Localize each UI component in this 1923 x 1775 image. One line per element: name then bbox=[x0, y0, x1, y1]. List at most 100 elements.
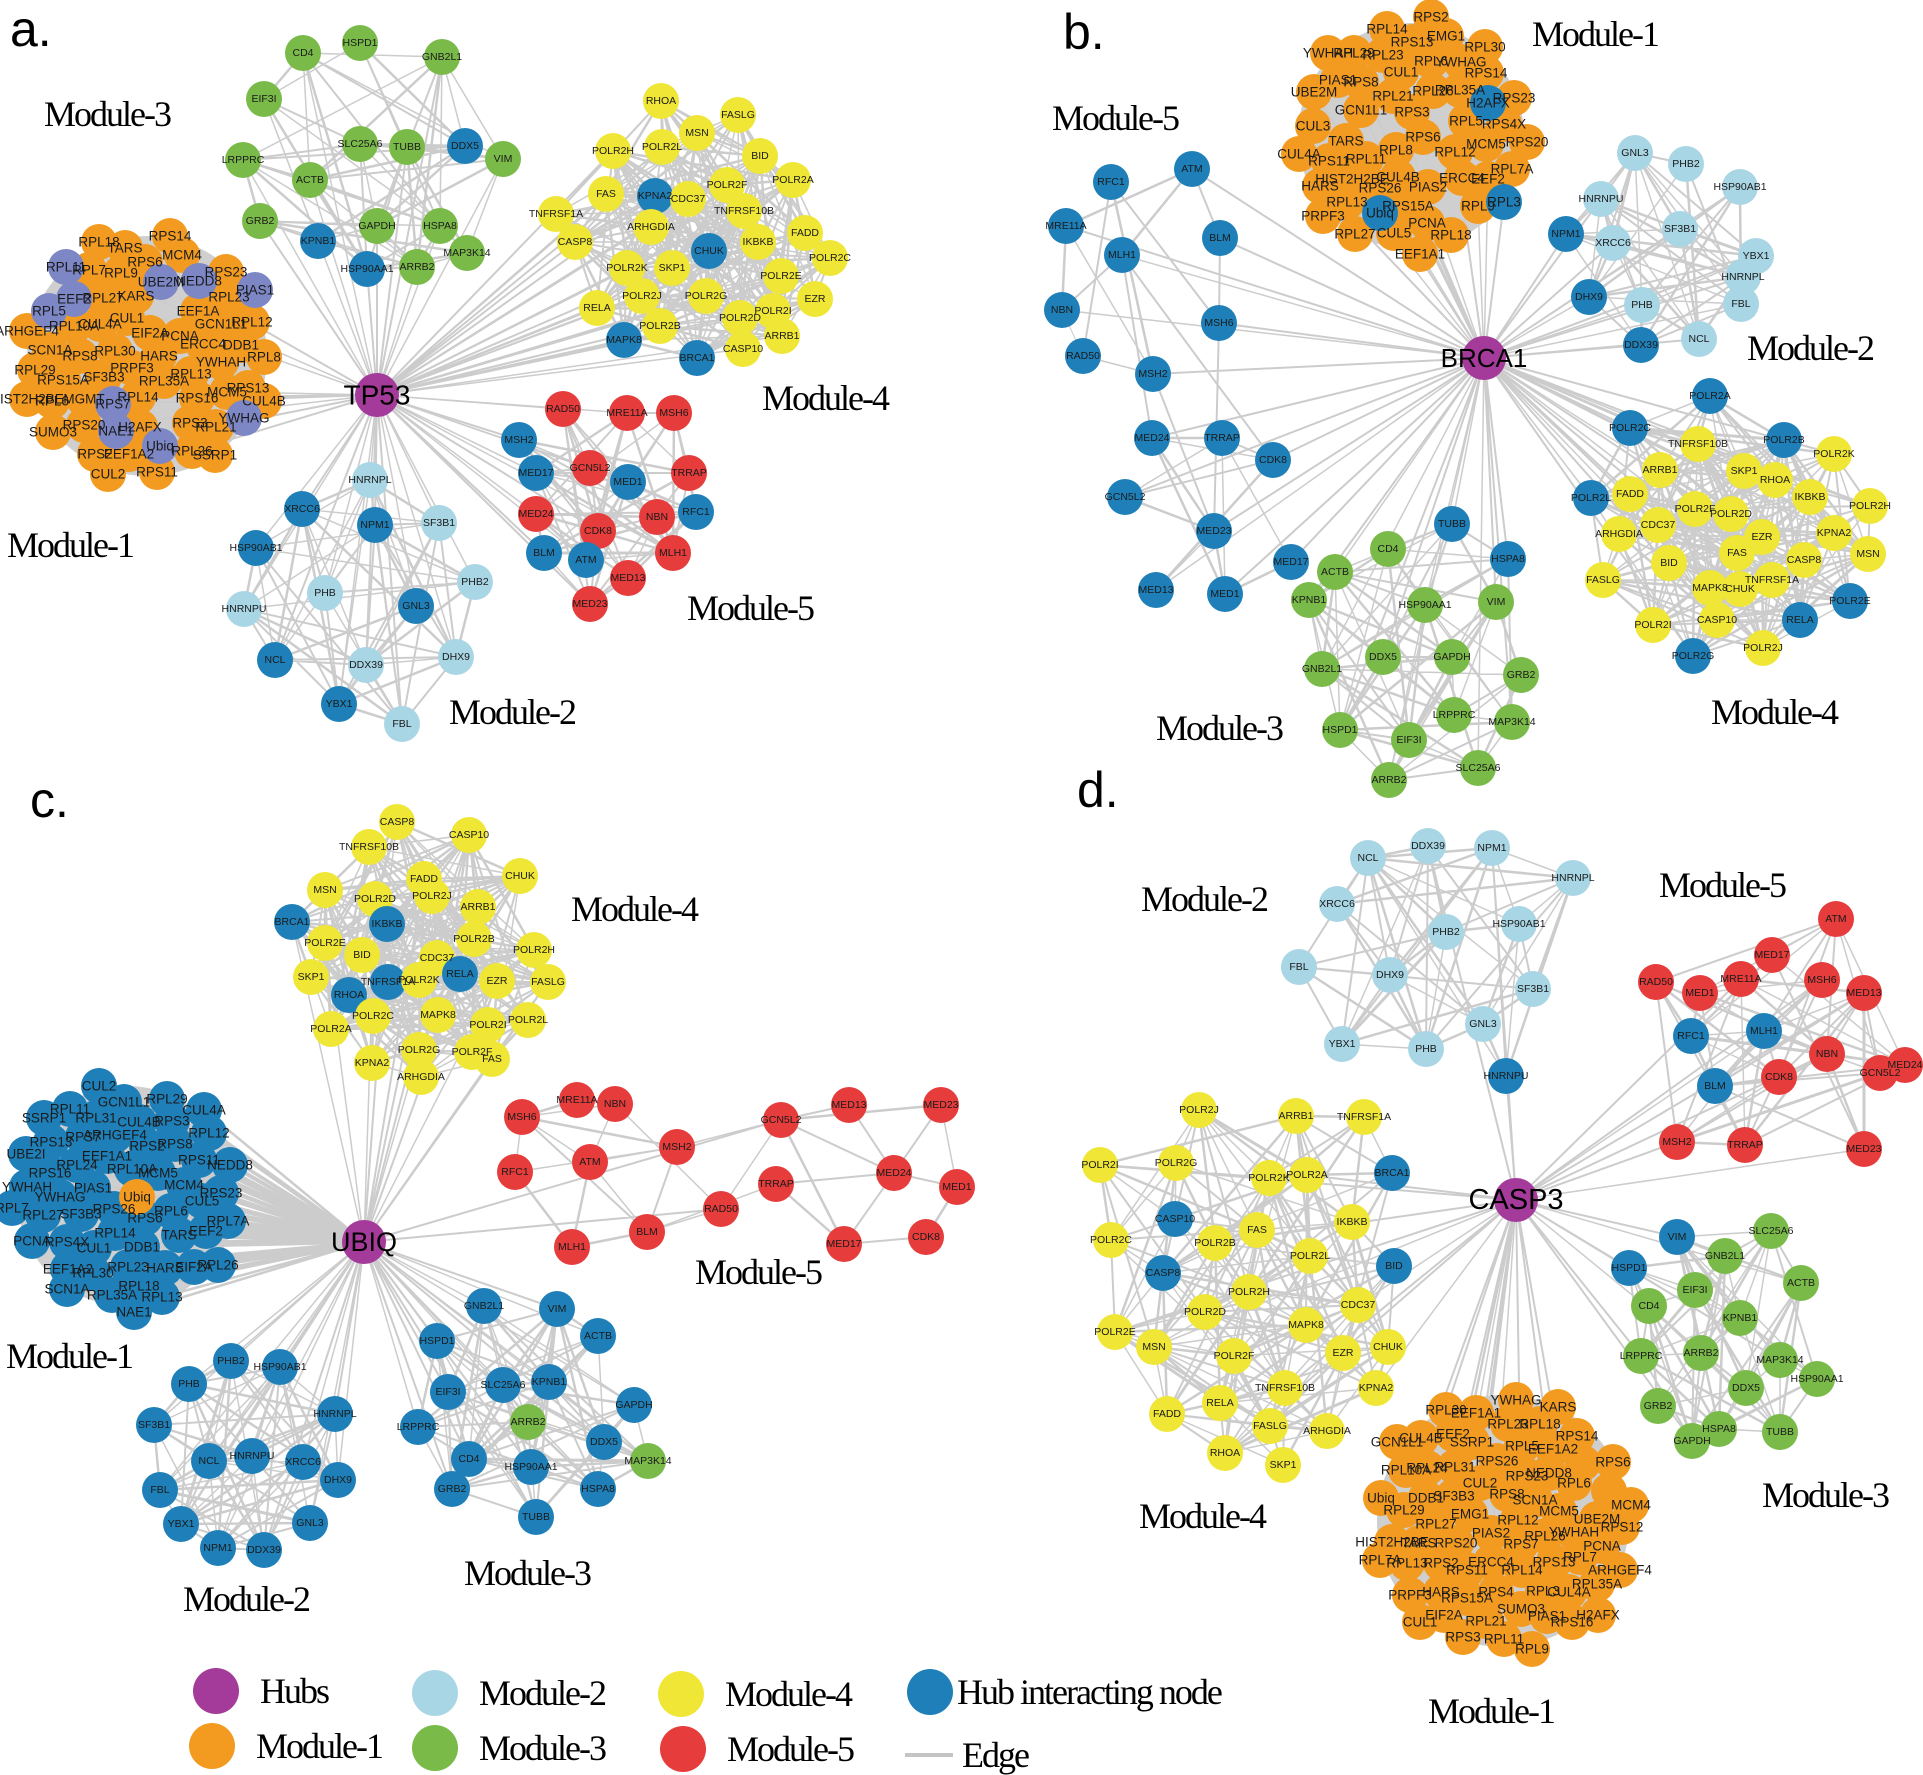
svg-text:RPS16: RPS16 bbox=[29, 1166, 72, 1181]
svg-text:POLR2H: POLR2H bbox=[1228, 1286, 1270, 1298]
svg-text:GNB2L1: GNB2L1 bbox=[464, 1300, 504, 1312]
svg-text:ARHGDIA: ARHGDIA bbox=[627, 221, 675, 233]
svg-text:FASLG: FASLG bbox=[1586, 574, 1620, 586]
svg-text:ERCC4: ERCC4 bbox=[1468, 1555, 1514, 1570]
svg-text:Module-1: Module-1 bbox=[1532, 14, 1658, 54]
svg-text:RPS14: RPS14 bbox=[1465, 66, 1508, 81]
svg-text:HIST2H2BE: HIST2H2BE bbox=[0, 392, 64, 407]
svg-text:TNFRSF10B: TNFRSF10B bbox=[339, 841, 399, 853]
svg-text:RPS7: RPS7 bbox=[65, 1130, 100, 1145]
svg-text:DDB1: DDB1 bbox=[1408, 1491, 1444, 1506]
svg-text:RPL18: RPL18 bbox=[1519, 1417, 1560, 1432]
svg-text:CHUK: CHUK bbox=[1725, 583, 1755, 595]
svg-text:MED1: MED1 bbox=[942, 1181, 971, 1193]
svg-text:POLR2F: POLR2F bbox=[707, 179, 748, 191]
svg-text:POLR2H: POLR2H bbox=[513, 944, 555, 956]
svg-text:HSP90AB1: HSP90AB1 bbox=[253, 1361, 306, 1373]
svg-text:RAD50: RAD50 bbox=[704, 1203, 738, 1215]
svg-text:YWHAH: YWHAH bbox=[196, 355, 246, 370]
svg-text:RPL23: RPL23 bbox=[1362, 48, 1403, 63]
svg-text:RPL6: RPL6 bbox=[1557, 1476, 1591, 1491]
svg-text:FADD: FADD bbox=[410, 873, 438, 885]
svg-text:RPL6: RPL6 bbox=[35, 394, 69, 409]
svg-text:POLR2K: POLR2K bbox=[398, 974, 439, 986]
svg-text:EEF2: EEF2 bbox=[1436, 1427, 1470, 1442]
svg-text:IKBKB: IKBKB bbox=[372, 918, 403, 930]
svg-text:RPL35A: RPL35A bbox=[1435, 83, 1485, 98]
svg-text:RPS14: RPS14 bbox=[1556, 1429, 1599, 1444]
svg-text:BRCA1: BRCA1 bbox=[679, 352, 714, 364]
svg-text:GCN5L2: GCN5L2 bbox=[1105, 491, 1146, 503]
svg-text:POLR2G: POLR2G bbox=[1155, 1157, 1198, 1169]
svg-text:GAPDH: GAPDH bbox=[1433, 651, 1470, 663]
svg-text:RPS3: RPS3 bbox=[172, 416, 207, 431]
svg-text:ARRB2: ARRB2 bbox=[1683, 1347, 1718, 1359]
svg-text:EZR: EZR bbox=[487, 975, 508, 987]
svg-text:POLR2L: POLR2L bbox=[1290, 1250, 1330, 1262]
svg-text:MSH2: MSH2 bbox=[1662, 1136, 1691, 1148]
svg-text:RPL35A: RPL35A bbox=[139, 374, 189, 389]
svg-text:NEDD8: NEDD8 bbox=[176, 274, 222, 289]
svg-text:MAPK8: MAPK8 bbox=[606, 334, 642, 346]
svg-text:Module-5: Module-5 bbox=[695, 1252, 822, 1292]
svg-text:RPS6: RPS6 bbox=[127, 1211, 162, 1226]
svg-text:POLR2H: POLR2H bbox=[592, 145, 634, 157]
svg-text:CUL1: CUL1 bbox=[1384, 65, 1419, 80]
svg-text:KPNA2: KPNA2 bbox=[638, 190, 673, 202]
svg-text:RPS2: RPS2 bbox=[77, 447, 112, 462]
svg-text:RELA: RELA bbox=[1206, 1397, 1233, 1409]
svg-text:YBX1: YBX1 bbox=[168, 1518, 195, 1530]
svg-text:HARS: HARS bbox=[146, 1261, 184, 1276]
svg-text:POLR2C: POLR2C bbox=[809, 252, 851, 264]
svg-text:LRPPRC: LRPPRC bbox=[397, 1421, 440, 1433]
svg-text:TRRAP: TRRAP bbox=[758, 1178, 794, 1190]
svg-text:RPL26: RPL26 bbox=[1524, 1529, 1565, 1544]
svg-text:UBIQ: UBIQ bbox=[331, 1227, 397, 1257]
svg-text:MED1: MED1 bbox=[1210, 588, 1239, 600]
svg-text:YBX1: YBX1 bbox=[1329, 1038, 1356, 1050]
svg-text:DDX5: DDX5 bbox=[1369, 651, 1397, 663]
svg-text:CUL2: CUL2 bbox=[82, 1079, 117, 1094]
svg-text:UBE2M: UBE2M bbox=[1574, 1512, 1621, 1527]
svg-text:TP53: TP53 bbox=[344, 380, 411, 411]
svg-text:MLH1: MLH1 bbox=[1108, 249, 1136, 261]
svg-text:EEF1A2: EEF1A2 bbox=[104, 447, 154, 462]
svg-text:RPS3: RPS3 bbox=[1394, 105, 1429, 120]
svg-text:RPL13: RPL13 bbox=[170, 367, 211, 382]
svg-text:PCNA: PCNA bbox=[1408, 216, 1446, 231]
svg-text:RPL13: RPL13 bbox=[1386, 1556, 1427, 1571]
svg-text:RPS4X: RPS4X bbox=[1482, 117, 1526, 132]
svg-text:IKBKB: IKBKB bbox=[743, 236, 774, 248]
svg-text:RPL31: RPL31 bbox=[75, 1111, 116, 1126]
svg-text:MED23: MED23 bbox=[1196, 525, 1231, 537]
svg-text:HNRNPU: HNRNPU bbox=[230, 1450, 275, 1462]
svg-text:c.: c. bbox=[30, 772, 69, 828]
svg-text:ARHGDIA: ARHGDIA bbox=[1303, 1425, 1351, 1437]
svg-text:CUL4A: CUL4A bbox=[1547, 1585, 1591, 1600]
svg-text:Module-1: Module-1 bbox=[1428, 1691, 1554, 1731]
svg-text:SF3B1: SF3B1 bbox=[138, 1419, 170, 1431]
svg-text:RPS12: RPS12 bbox=[1601, 1520, 1644, 1535]
svg-text:RPS15A: RPS15A bbox=[1382, 199, 1434, 214]
svg-text:ARHGEF4: ARHGEF4 bbox=[0, 324, 59, 339]
svg-text:GCN5L2: GCN5L2 bbox=[1860, 1067, 1901, 1079]
svg-text:YWHAG: YWHAG bbox=[34, 1190, 85, 1205]
svg-text:RAD50: RAD50 bbox=[1066, 350, 1100, 362]
svg-text:SF3B3: SF3B3 bbox=[60, 1207, 101, 1222]
svg-text:RPL23: RPL23 bbox=[208, 290, 249, 305]
svg-text:SF3B1: SF3B1 bbox=[1664, 223, 1696, 235]
svg-text:RPS15A: RPS15A bbox=[37, 373, 89, 388]
svg-text:SF3B3: SF3B3 bbox=[83, 370, 124, 385]
svg-text:HNRNPL: HNRNPL bbox=[348, 474, 391, 486]
svg-text:RPL5: RPL5 bbox=[32, 304, 66, 319]
svg-text:DDX39: DDX39 bbox=[1411, 840, 1445, 852]
svg-text:RPS20: RPS20 bbox=[63, 418, 106, 433]
svg-text:RPS14: RPS14 bbox=[149, 229, 192, 244]
svg-text:RPS4: RPS4 bbox=[1478, 1585, 1514, 1600]
svg-text:RPL5: RPL5 bbox=[1505, 1439, 1539, 1454]
svg-text:Module-3: Module-3 bbox=[1156, 708, 1283, 748]
svg-text:YWHAG: YWHAG bbox=[1435, 55, 1486, 70]
svg-text:POLR2B: POLR2B bbox=[639, 320, 680, 332]
svg-text:GNL3: GNL3 bbox=[1469, 1018, 1497, 1030]
svg-text:PHB: PHB bbox=[1631, 299, 1653, 311]
